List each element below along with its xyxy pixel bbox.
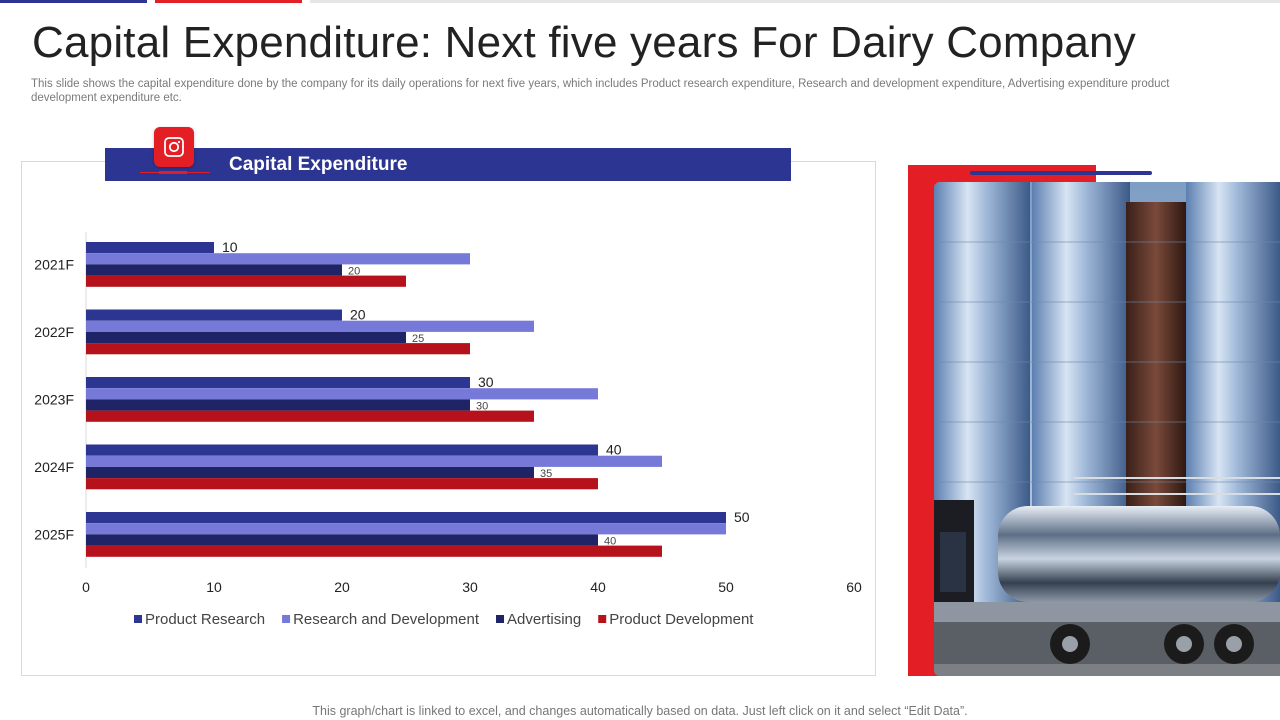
chart-banner: Capital Expenditure [105, 148, 791, 181]
x-tick-label: 10 [206, 579, 222, 595]
bar [86, 455, 662, 467]
x-tick-label: 60 [846, 579, 862, 595]
top-strip-navy [0, 0, 147, 3]
icon-underline [159, 171, 187, 174]
chart-banner-title: Capital Expenditure [229, 153, 408, 175]
legend-label: Research and Development [293, 611, 480, 628]
data-label: 30 [478, 374, 494, 390]
data-label: 20 [348, 266, 360, 278]
data-label: 10 [222, 239, 238, 255]
dairy-silo-photo [934, 182, 1280, 676]
bar [86, 512, 726, 524]
legend-swatch [282, 615, 291, 623]
bar [86, 545, 662, 557]
bar [86, 444, 598, 456]
x-tick-label: 40 [590, 579, 606, 595]
footer-note: This graph/chart is linked to excel, and… [312, 704, 968, 718]
data-label-backing [599, 535, 629, 545]
photo-navy-line [970, 171, 1152, 175]
x-tick-label: 0 [82, 579, 90, 595]
data-label: 20 [350, 307, 366, 323]
category-label: 2023F [34, 391, 74, 407]
data-label: 35 [540, 468, 552, 480]
slide-title: Capital Expenditure: Next five years For… [32, 18, 1136, 67]
bar-chart: 2021F 10 20 2022F 20 25 2023F 30 30 2024F 40 35 2025… [34, 232, 862, 628]
top-strip-red [155, 0, 302, 3]
bar [86, 242, 214, 254]
bar [86, 399, 470, 411]
x-tick-label: 50 [718, 579, 734, 595]
bar [86, 343, 470, 355]
category-label: 2022F [34, 324, 74, 340]
bar [86, 534, 598, 546]
slide-subtitle: This slide shows the capital expenditure… [31, 78, 1170, 104]
data-label: 40 [606, 442, 622, 458]
data-label-backing [343, 265, 373, 275]
banner-icon-badge [154, 127, 194, 167]
data-label-backing [535, 467, 565, 478]
bar [86, 275, 406, 287]
legend-label: Advertising [507, 611, 581, 628]
bar [86, 253, 470, 265]
legend-swatch [598, 615, 607, 623]
bar [86, 309, 342, 321]
top-accent-strip [0, 0, 1280, 4]
data-label: 25 [412, 333, 424, 345]
bar [86, 264, 342, 276]
bar [86, 466, 534, 479]
category-label: 2025F [34, 526, 74, 542]
legend-swatch [134, 615, 142, 623]
legend-swatch [496, 615, 505, 623]
camera-icon [164, 137, 184, 157]
silo-tanker-illustration [934, 182, 1280, 676]
data-label-backing [471, 400, 501, 410]
bar [86, 478, 598, 490]
legend-label: Product Research [145, 611, 265, 628]
bar [86, 331, 406, 344]
legend-label: Product Development [609, 611, 754, 628]
bar [86, 320, 534, 332]
category-label: 2024F [34, 459, 74, 475]
data-label: 30 [476, 401, 488, 413]
bar [86, 388, 598, 400]
bar [86, 377, 470, 389]
x-tick-label: 30 [462, 579, 478, 595]
x-tick-label: 20 [334, 579, 350, 595]
bar [86, 410, 534, 422]
top-strip-gray [310, 0, 1280, 3]
data-label: 50 [734, 509, 750, 525]
data-label-backing [407, 332, 437, 343]
bar [86, 523, 726, 535]
data-label: 40 [604, 536, 616, 548]
category-label: 2021F [34, 256, 74, 272]
